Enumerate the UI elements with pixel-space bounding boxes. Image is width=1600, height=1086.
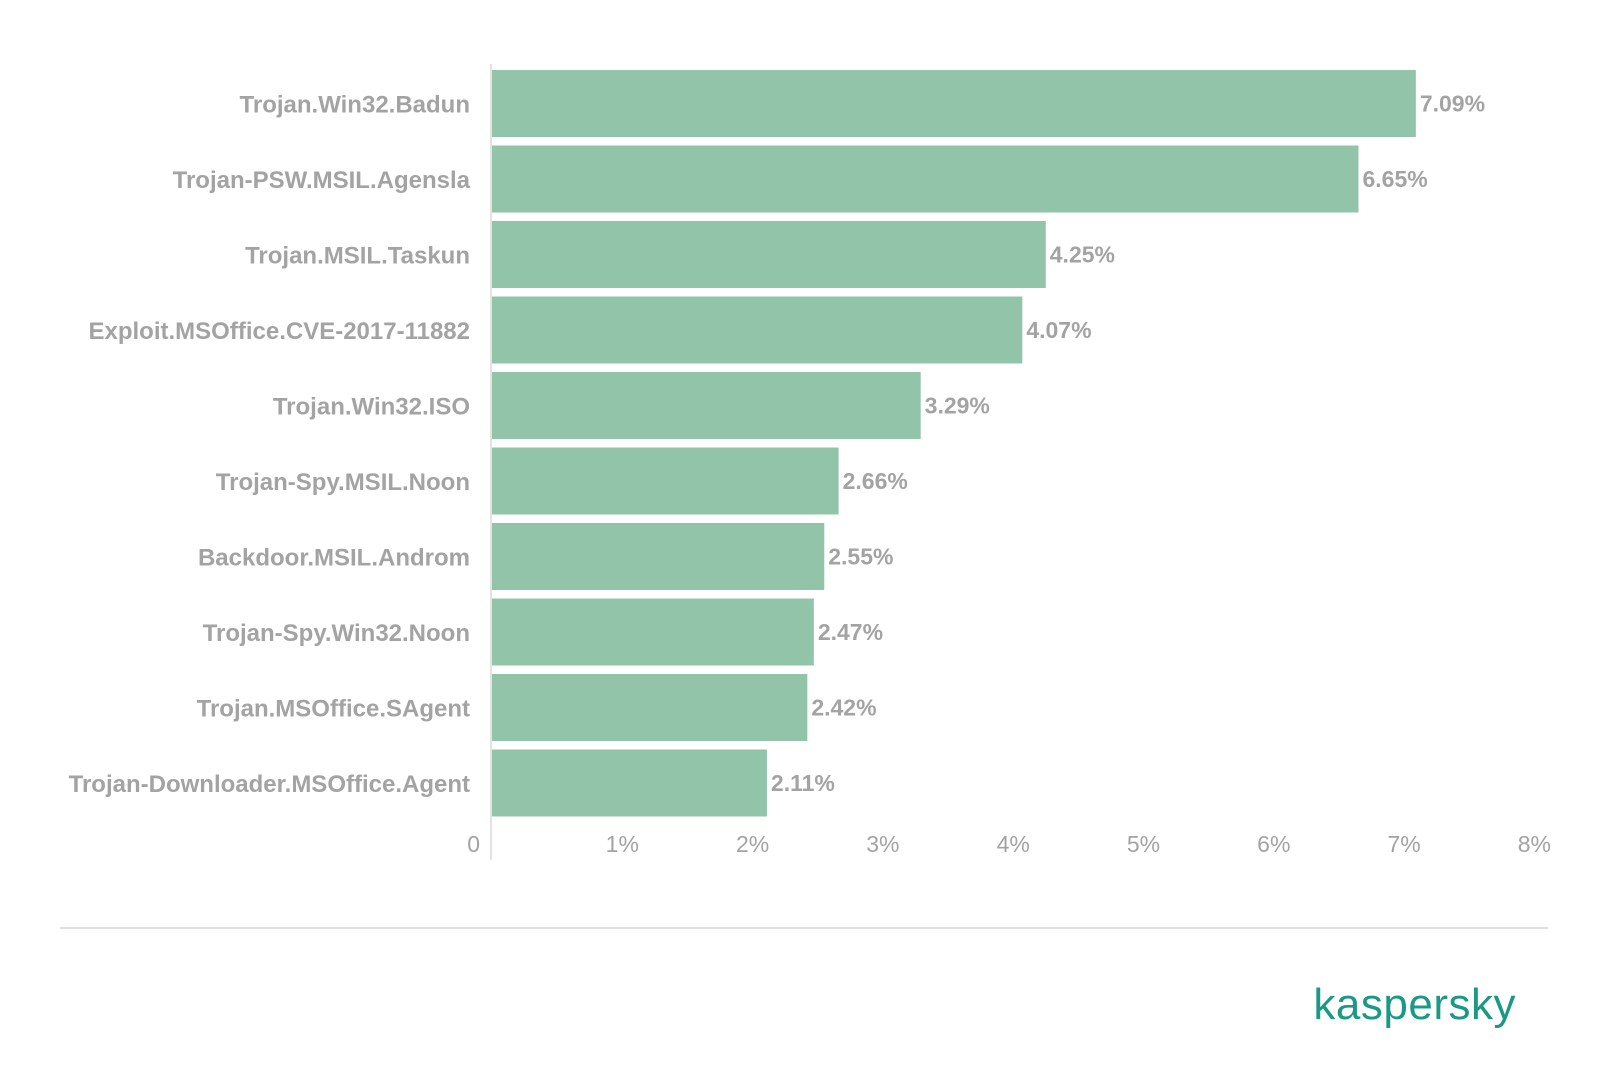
value-label: 6.65% bbox=[1362, 166, 1427, 192]
bar-4 bbox=[492, 296, 1023, 364]
x-tick-label: 4% bbox=[997, 831, 1030, 857]
category-label: Trojan-PSW.MSIL.Agensla bbox=[173, 167, 471, 194]
bar-7 bbox=[492, 523, 825, 590]
bar-6 bbox=[492, 447, 839, 515]
value-label: 4.07% bbox=[1026, 317, 1091, 343]
category-label: Trojan.Win32.Badun bbox=[240, 92, 470, 119]
category-label: Trojan-Spy.MSIL.Noon bbox=[216, 469, 470, 496]
x-tick-label: 3% bbox=[866, 831, 899, 857]
value-label: 7.09% bbox=[1420, 91, 1485, 117]
x-tick-label: 5% bbox=[1127, 831, 1160, 857]
x-tick-label: 0 bbox=[467, 831, 480, 857]
value-label: 2.55% bbox=[828, 544, 893, 570]
bar-chart: Trojan.Win32.Badun 7.09% Trojan-PSW.MSIL.A… bbox=[69, 64, 1551, 860]
category-label: Exploit.MSOffice.CVE-2017-11882 bbox=[89, 318, 471, 345]
value-label: 2.11% bbox=[771, 770, 835, 796]
x-tick-label: 2% bbox=[736, 831, 769, 857]
bar-10 bbox=[492, 749, 767, 817]
bar-5 bbox=[492, 372, 921, 439]
value-label: 2.42% bbox=[811, 695, 876, 721]
bar-9 bbox=[492, 674, 808, 741]
bar-1 bbox=[492, 70, 1416, 137]
category-label: Trojan.MSIL.Taskun bbox=[245, 243, 470, 270]
category-label: Trojan.MSOffice.SAgent bbox=[197, 696, 470, 723]
bar-8 bbox=[492, 598, 814, 666]
bar-3 bbox=[492, 221, 1046, 288]
x-tick-label: 8% bbox=[1518, 831, 1551, 857]
x-tick-label: 1% bbox=[606, 831, 639, 857]
x-tick-label: 7% bbox=[1387, 831, 1420, 857]
category-label: Trojan.Win32.ISO bbox=[273, 394, 470, 421]
brand-name: kaspersky bbox=[1313, 980, 1516, 1029]
category-label: Trojan-Downloader.MSOffice.Agent bbox=[69, 771, 470, 798]
category-label: Trojan-Spy.Win32.Noon bbox=[203, 620, 470, 647]
x-tick-label: 6% bbox=[1257, 831, 1290, 857]
kaspersky-logo: kaspersky bbox=[1313, 975, 1516, 1035]
bar-2 bbox=[492, 145, 1359, 213]
footer-divider bbox=[60, 927, 1548, 929]
value-label: 2.47% bbox=[818, 619, 883, 645]
category-label: Backdoor.MSIL.Androm bbox=[198, 545, 470, 572]
value-label: 2.66% bbox=[843, 468, 908, 494]
value-label: 3.29% bbox=[925, 393, 990, 419]
value-label: 4.25% bbox=[1050, 242, 1115, 268]
